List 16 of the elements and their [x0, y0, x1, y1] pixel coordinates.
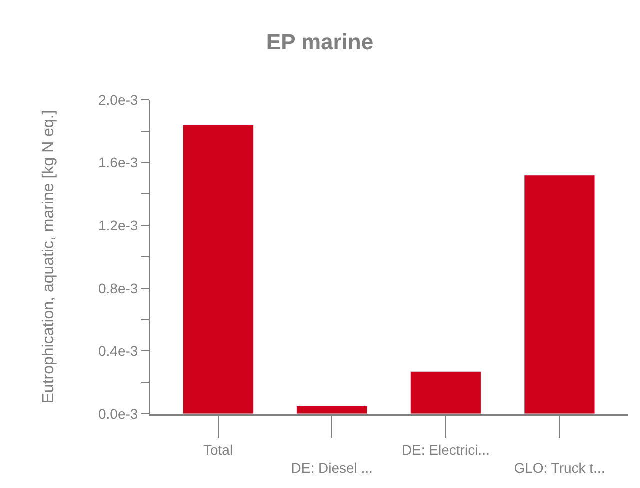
bar — [296, 406, 368, 414]
y-axis-title: Eutrophication, aquatic, marine [kg N eq.] — [40, 110, 58, 404]
x-tick-label: GLO: Truck t... — [514, 460, 606, 476]
y-tick-label: 0.0e-3 — [98, 406, 138, 422]
y-tick-label: 0.8e-3 — [98, 280, 138, 296]
bar — [524, 175, 596, 414]
y-tick-label: 0.4e-3 — [98, 343, 138, 360]
chart-title: EP marine — [266, 30, 374, 55]
x-tick-label: DE: Diesel ... — [291, 460, 373, 476]
bar — [410, 371, 482, 414]
y-tick-label: 2.0e-3 — [98, 92, 138, 108]
bar — [182, 124, 254, 414]
x-tick-label: Total — [204, 442, 234, 458]
x-tick-label: DE: Electrici... — [402, 442, 490, 458]
y-tick-label: 1.2e-3 — [98, 218, 138, 234]
y-tick-label: 1.6e-3 — [98, 154, 138, 171]
